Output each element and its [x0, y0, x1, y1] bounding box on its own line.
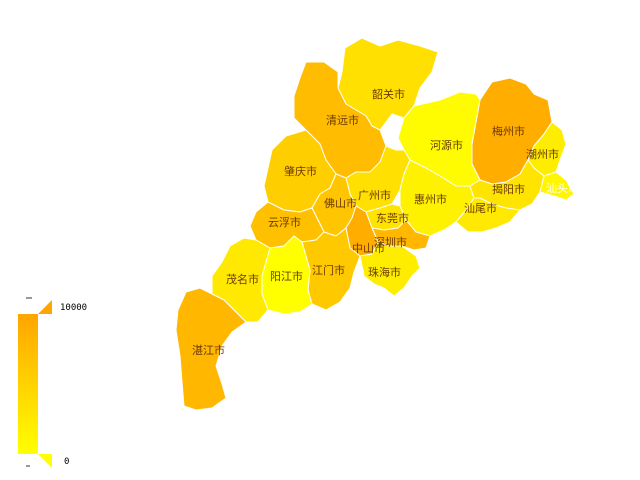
label-shenzhen: 深圳市 [374, 235, 407, 249]
legend-max-label: 10000 [60, 303, 87, 313]
label-heyuan: 河源市 [430, 138, 463, 152]
legend-gradient-bar[interactable] [18, 314, 38, 454]
region-zhuhai[interactable] [359, 241, 421, 297]
label-dongguan: 东莞市 [376, 211, 409, 225]
visual-map-legend[interactable]: 10000 0 [18, 297, 87, 468]
label-shaoguan: 韶关市 [372, 87, 405, 101]
label-meizhou: 梅州市 [492, 124, 525, 138]
label-shanwei: 汕尾市 [464, 201, 497, 215]
label-maoming: 茂名市 [226, 272, 259, 286]
label-yunfu: 云浮市 [268, 215, 301, 229]
city-regions [175, 37, 575, 411]
city-labels: 韶关市 清远市 梅州市 河源市 潮州市 肇庆市 广州市 惠州市 揭阳市 汕头市 … [192, 87, 579, 357]
label-qingyuan: 清远市 [326, 113, 359, 127]
label-foshan: 佛山市 [324, 196, 357, 210]
legend-bottom-handle[interactable] [38, 454, 52, 468]
label-chaozhou: 潮州市 [526, 147, 559, 161]
label-huizhou: 惠州市 [414, 192, 447, 206]
label-guangzhou: 广州市 [358, 188, 391, 202]
label-zhaoqing: 肇庆市 [284, 164, 317, 178]
label-zhuhai: 珠海市 [368, 265, 401, 279]
region-huizhou[interactable] [399, 159, 475, 237]
label-jieyang: 揭阳市 [492, 182, 525, 196]
region-shanwei[interactable] [455, 197, 521, 233]
legend-top-handle[interactable] [38, 300, 52, 314]
label-yangjiang: 阳江市 [270, 269, 303, 283]
region-zhanjiang[interactable] [175, 287, 247, 411]
region-maoming[interactable] [211, 237, 271, 323]
label-shantou: 汕头市 [546, 181, 579, 195]
region-shantou[interactable] [539, 171, 575, 201]
legend-min-label: 0 [64, 457, 69, 467]
label-jiangmen: 江门市 [312, 263, 345, 277]
label-zhongshan: 中山市 [352, 241, 385, 255]
label-zhanjiang: 湛江市 [192, 343, 225, 357]
